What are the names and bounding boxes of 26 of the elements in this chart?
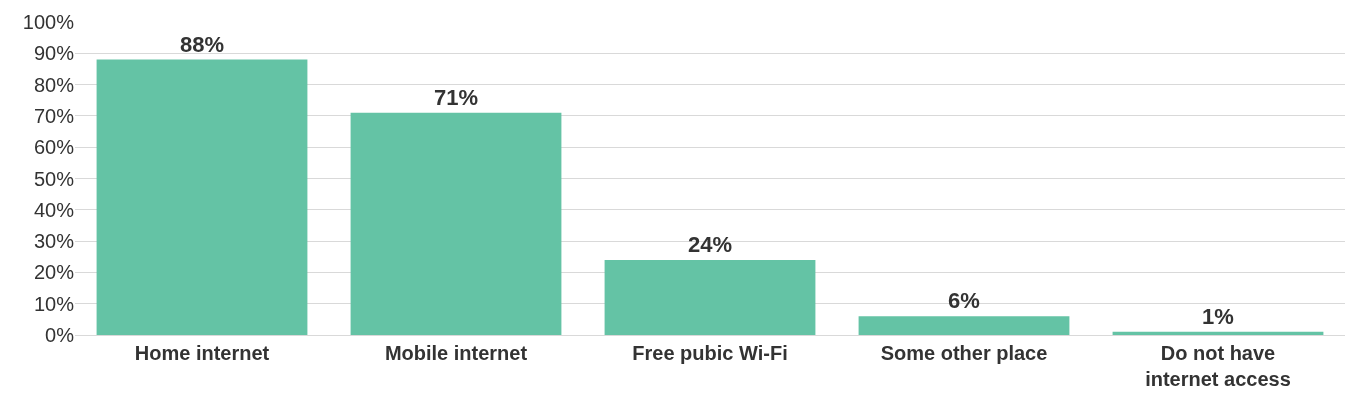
- y-tick-label: 10%: [33, 292, 75, 315]
- data-label: 6%: [948, 288, 980, 314]
- y-tick-label: 80%: [33, 73, 75, 96]
- data-label: 88%: [179, 31, 225, 57]
- data-label: 24%: [687, 231, 733, 257]
- x-tick-label: Free pubic Wi-Fi: [632, 342, 788, 364]
- bar: [858, 316, 1070, 335]
- x-tick-label: Home internet: [134, 342, 270, 364]
- y-tick-label: 0%: [45, 324, 75, 346]
- y-tick-label: 30%: [33, 230, 75, 253]
- x-tick-label: Do not have internet access: [1145, 342, 1291, 390]
- y-tick-label: 70%: [33, 104, 75, 127]
- y-tick-label: 50%: [33, 167, 75, 190]
- y-tick-label: 100%: [22, 11, 75, 33]
- bar: [350, 112, 562, 335]
- bar: [604, 259, 816, 335]
- bar: [96, 59, 308, 335]
- y-tick-label: 20%: [33, 261, 75, 284]
- y-tick-label: 90%: [33, 42, 75, 65]
- y-tick-label: 40%: [33, 198, 75, 221]
- x-tick-label: Some other place: [880, 342, 1048, 364]
- data-label: 1%: [1202, 303, 1234, 329]
- data-label: 71%: [433, 84, 479, 110]
- y-tick-label: 60%: [33, 136, 75, 159]
- bar: [1112, 331, 1324, 335]
- x-tick-label: Mobile internet: [384, 342, 528, 364]
